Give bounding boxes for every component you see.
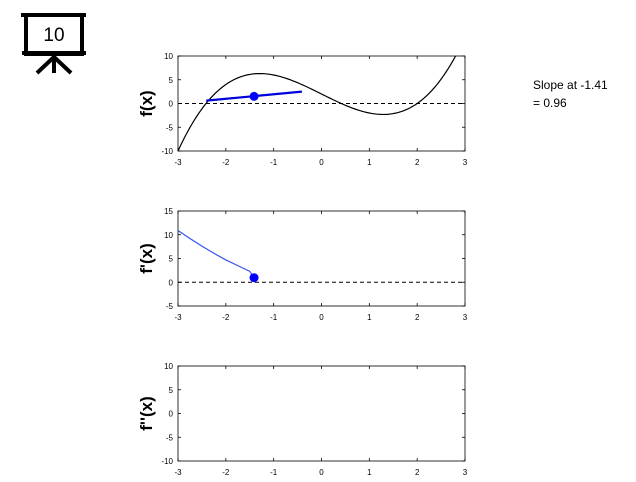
- y-tick-label: 0: [169, 278, 174, 287]
- y-tick-label: 10: [164, 362, 173, 371]
- plot-data: [178, 56, 465, 151]
- slope-readout: Slope at -1.41 = 0.96: [533, 76, 608, 112]
- x-tick-label: 2: [415, 468, 420, 477]
- y-tick-label: 5: [169, 76, 174, 85]
- x-tick-label: 3: [463, 158, 468, 167]
- board-leg-right: [52, 55, 73, 75]
- y-axis-label: f(x): [137, 90, 156, 116]
- x-tick-label: -3: [174, 158, 182, 167]
- y-axis-label: f''(x): [137, 396, 156, 431]
- current-point-marker: [249, 273, 259, 283]
- presentation-board-icon: 10: [21, 13, 86, 75]
- x-tick-label: -2: [222, 158, 230, 167]
- y-tick-label: 10: [164, 231, 173, 240]
- y-tick-label: 5: [169, 386, 174, 395]
- x-tick-label: 0: [319, 313, 324, 322]
- y-tick-label: -10: [161, 147, 173, 156]
- x-tick-label: 3: [463, 468, 468, 477]
- x-tick-label: 0: [319, 158, 324, 167]
- plot-data: [178, 229, 465, 283]
- y-tick-label: 0: [169, 410, 174, 419]
- y-tick-label: -5: [166, 302, 174, 311]
- current-point-marker: [249, 91, 259, 101]
- x-tick-label: 0: [319, 468, 324, 477]
- y-tick-label: 0: [169, 100, 174, 109]
- slide-number: 10: [43, 25, 64, 46]
- x-tick-label: -3: [174, 468, 182, 477]
- axes-box: [177, 365, 466, 462]
- chart-2: -3 -2 -1 0 1 2 3 -5 0 5 10 15 f'(x): [137, 207, 468, 322]
- y-tick-label: -5: [166, 433, 174, 442]
- x-tick-label: 1: [367, 313, 372, 322]
- x-tick-label: -1: [270, 468, 278, 477]
- board-leg-left: [35, 55, 56, 75]
- slope-readout-line1: Slope at -1.41: [533, 78, 608, 92]
- y-axis-label: f'(x): [137, 243, 156, 273]
- y-tick-label: -10: [161, 457, 173, 466]
- x-tick-label: -3: [174, 313, 182, 322]
- x-tick-label: -1: [270, 158, 278, 167]
- slope-readout-line2: = 0.96: [533, 96, 567, 110]
- y-tick-label: 10: [164, 52, 173, 61]
- series-line: [178, 56, 457, 151]
- x-tick-label: 2: [415, 313, 420, 322]
- slide-number-badge: 10: [0, 0, 110, 80]
- y-tick-label: 15: [164, 207, 173, 216]
- y-tick-label: 5: [169, 255, 174, 264]
- x-tick-label: 2: [415, 158, 420, 167]
- x-tick-label: -2: [222, 468, 230, 477]
- axes-box: [177, 210, 466, 307]
- x-tick-label: 1: [367, 158, 372, 167]
- x-tick-label: 1: [367, 468, 372, 477]
- x-tick-label: -2: [222, 313, 230, 322]
- board-bottom-bar: [22, 51, 86, 55]
- x-tick-label: -1: [270, 313, 278, 322]
- series-line: [178, 229, 255, 279]
- x-tick-label: 3: [463, 313, 468, 322]
- y-tick-label: -5: [166, 123, 174, 132]
